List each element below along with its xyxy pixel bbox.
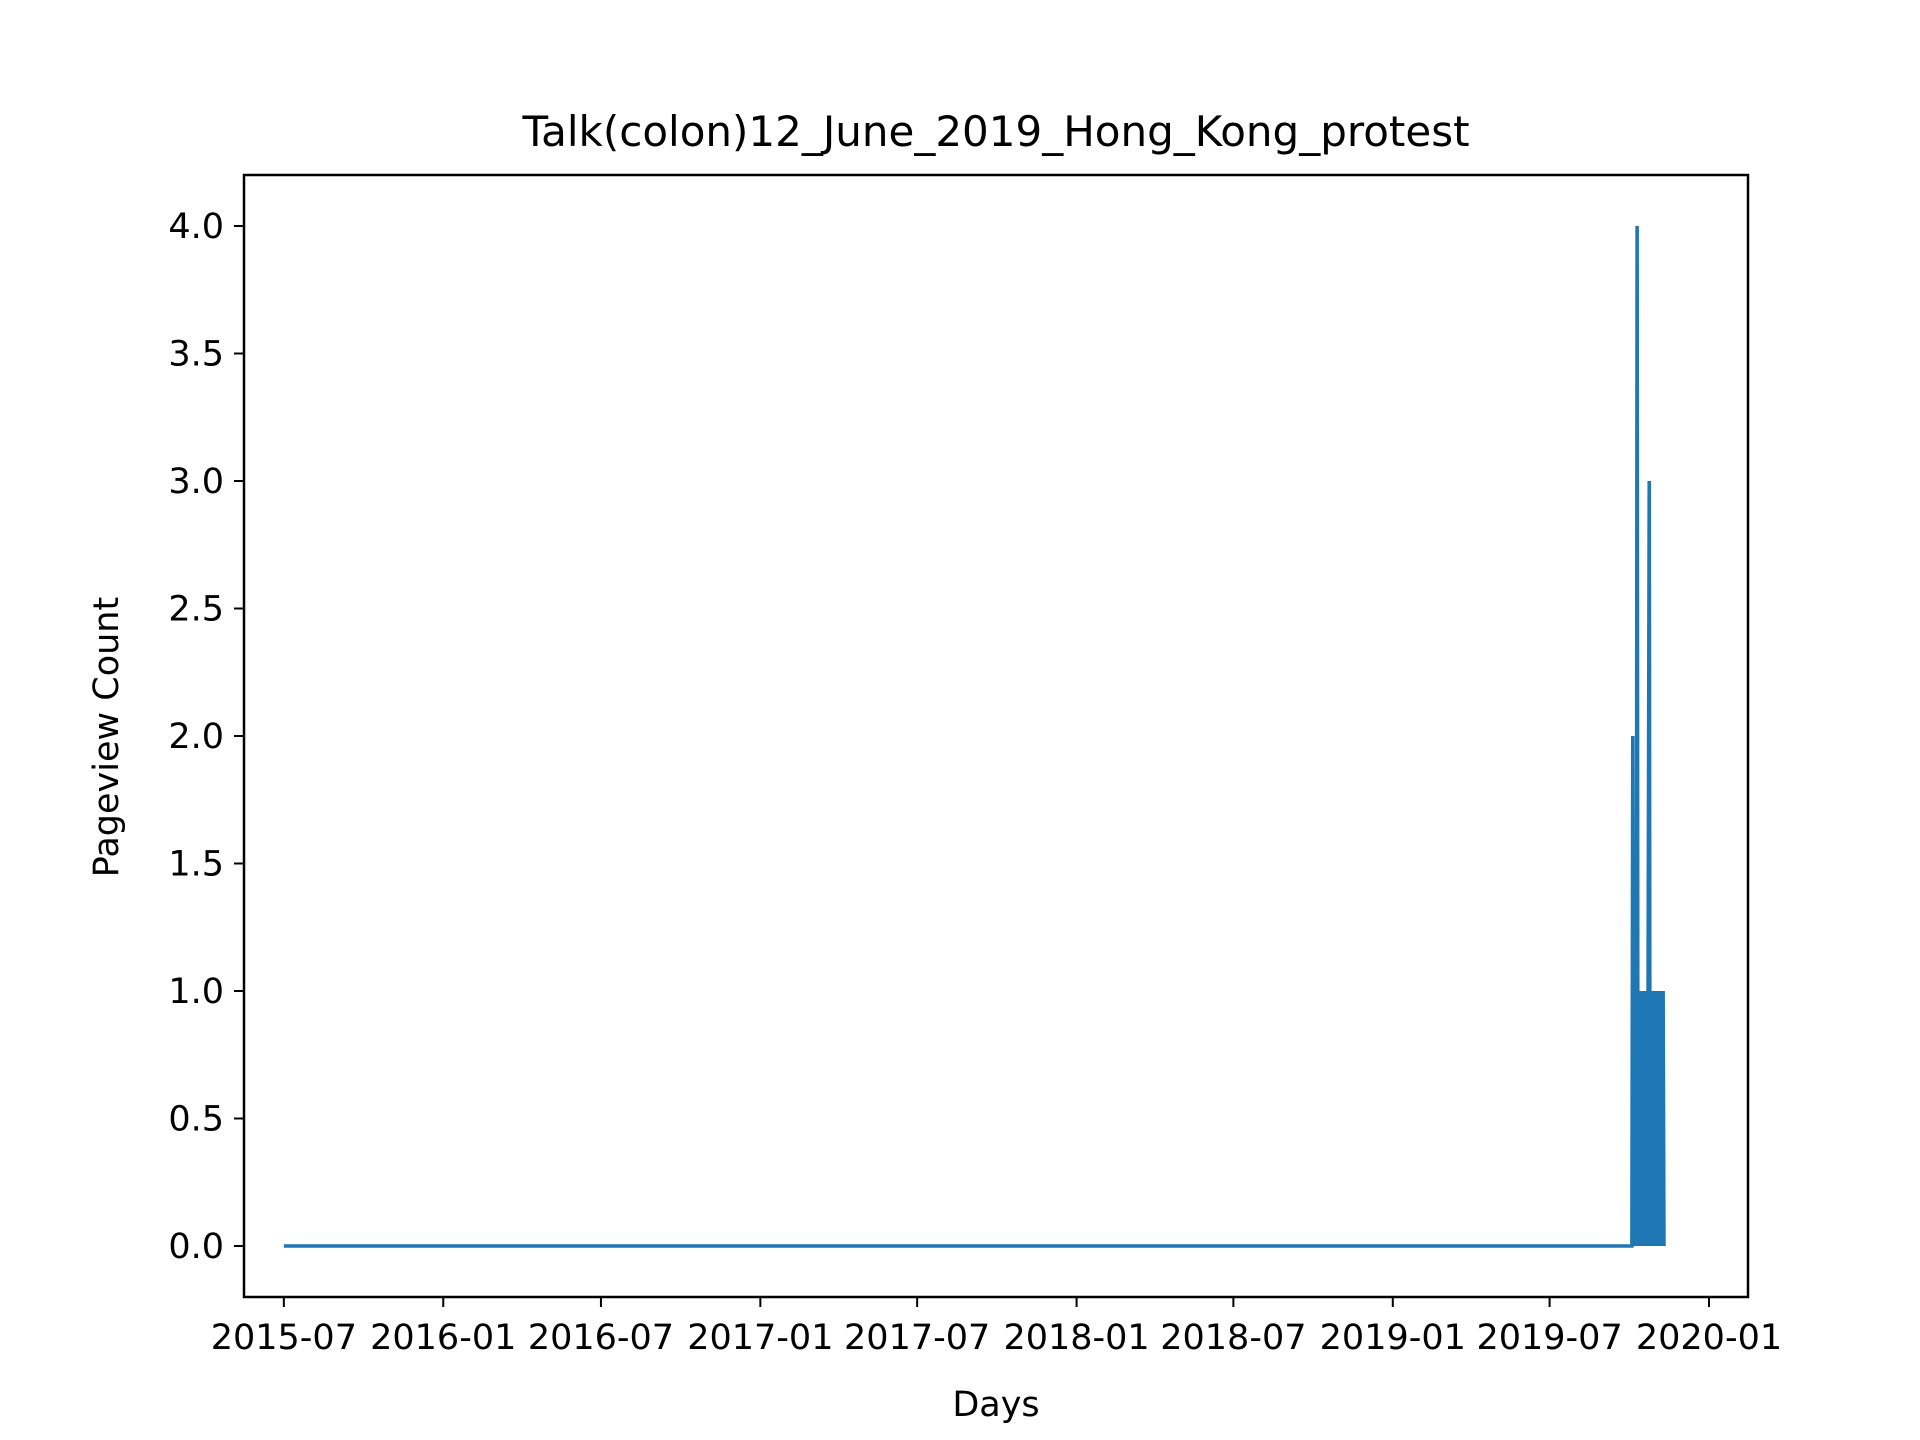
x-axis-label: Days [952,1385,1039,1425]
x-tick-label: 2018-01 [1003,1318,1149,1358]
plot-frame [242,173,1750,1299]
x-tick-label: 2017-01 [687,1318,833,1358]
x-tick-label: 2016-07 [528,1318,674,1358]
x-tick-label: 2019-01 [1320,1318,1466,1358]
y-axis: 0.0 0.5 1.0 1.5 2.0 2.5 3.0 3.5 4.0 [168,207,244,1267]
y-tick-label: 1.0 [168,972,224,1012]
y-tick-label: 0.0 [168,1227,224,1267]
y-tick-label: 3.0 [168,462,224,502]
series-line-0 [283,225,1666,1248]
x-tick-label: 2016-01 [370,1318,516,1358]
y-tick-label: 1.5 [168,845,224,885]
x-tick-label: 2020-01 [1636,1318,1782,1358]
y-tick-label: 2.5 [168,590,224,630]
y-tick-label: 0.5 [168,1100,224,1140]
y-tick-label: 4.0 [168,207,224,247]
y-axis-label: Pageview Count [87,597,127,877]
x-tick-label: 2019-07 [1476,1318,1622,1358]
x-tick-label: 2015-07 [211,1318,357,1358]
y-tick-label: 2.0 [168,717,224,757]
x-axis: 2015-07 2016-01 2016-07 2017-01 2017-07 2018-… [211,1297,1782,1358]
chart-title: Talk(colon)12_June_2019_Hong_Kong_protes… [521,107,1469,156]
plot-area [283,225,1666,1248]
y-tick-label: 3.5 [168,335,224,375]
x-tick-label: 2017-07 [844,1318,990,1358]
x-tick-label: 2018-07 [1160,1318,1306,1358]
